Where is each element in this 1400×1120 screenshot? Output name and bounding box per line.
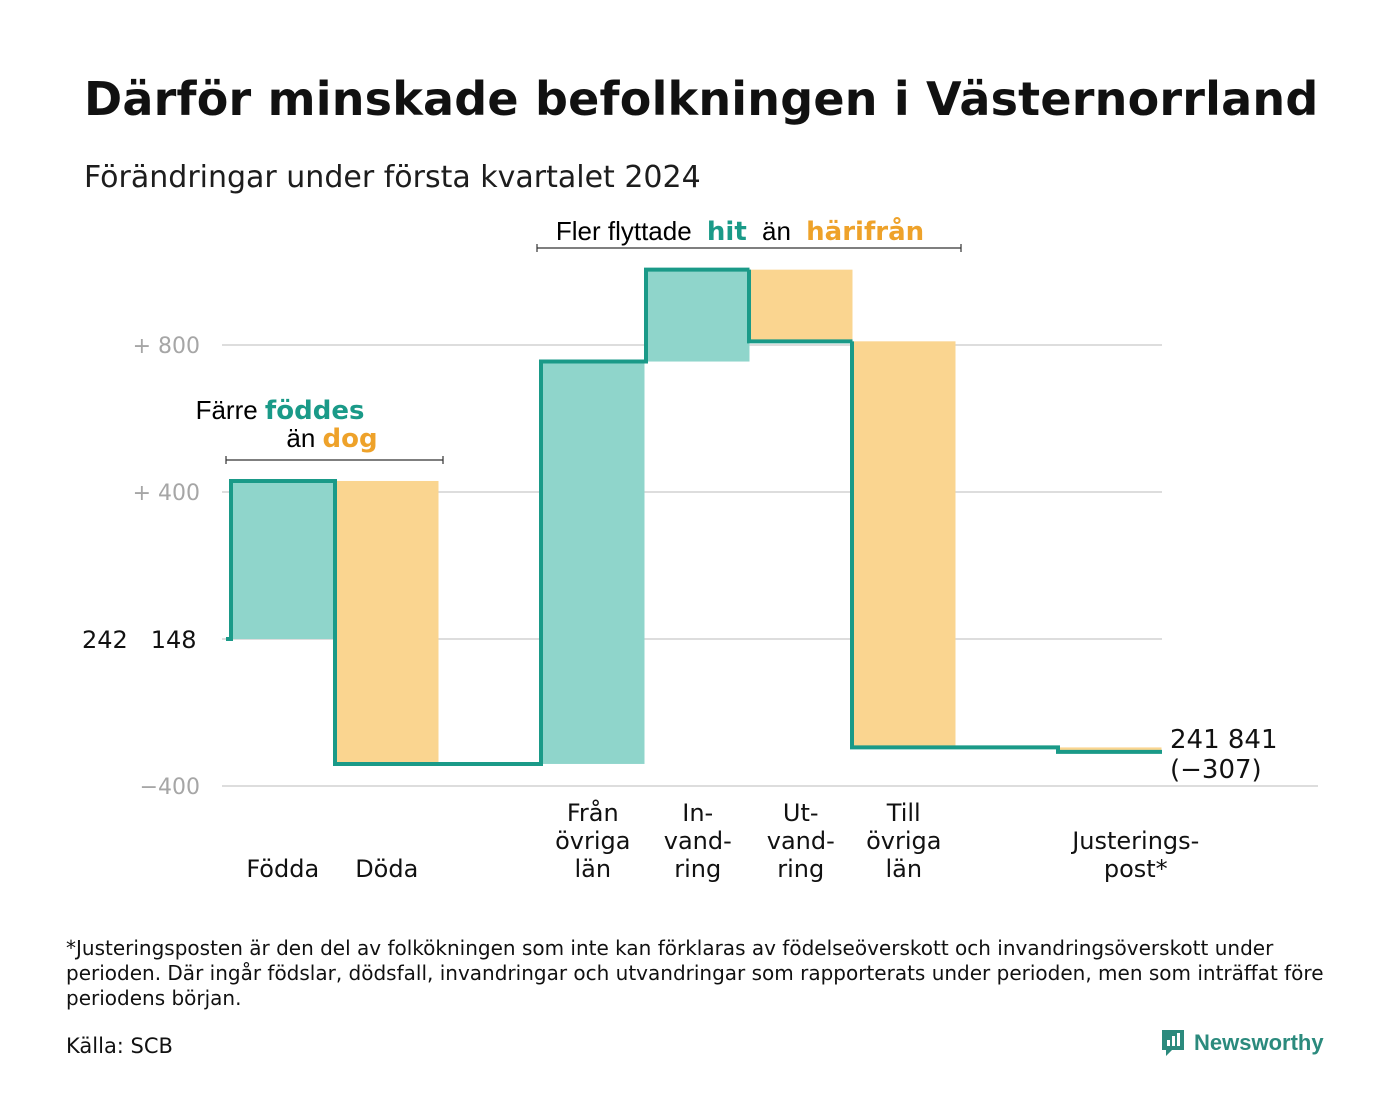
annotation-middle: än bbox=[286, 423, 315, 453]
category-label: Döda bbox=[355, 855, 418, 883]
chart-subtitle: Förändringar under första kvartalet 2024 bbox=[84, 160, 701, 195]
annotation-prefix: Fler flyttade bbox=[556, 216, 692, 246]
bar-4 bbox=[646, 269, 750, 362]
migration-annotation: Fler flyttade hit än härifrån bbox=[536, 215, 962, 252]
bars bbox=[231, 269, 1162, 764]
category-label: Ut-vand-ring bbox=[767, 799, 835, 883]
y-axis-ticks: + 800 + 400 −400 bbox=[133, 334, 200, 800]
category-label: Födda bbox=[246, 855, 319, 883]
annotation-orange-word: dog bbox=[323, 424, 378, 454]
svg-text:Fler flyttade hit: Fler flyttade hit än härifrån bbox=[556, 215, 924, 247]
cumulative-line bbox=[226, 267, 1162, 766]
category-label: Från övriga län bbox=[555, 798, 630, 883]
y-tick-label: + 400 bbox=[133, 481, 200, 506]
bar-chart-speech-icon bbox=[1162, 1030, 1184, 1056]
svg-text:än dog: än dog bbox=[286, 423, 377, 454]
category-labels: Födda Döda Från övriga län In-vand-ring Ut-van… bbox=[246, 798, 1199, 883]
y-tick-label: −400 bbox=[140, 775, 200, 800]
annotation-teal-word: hit bbox=[707, 217, 747, 247]
cumulative-line-path bbox=[226, 267, 1162, 766]
y-tick-label: + 800 bbox=[133, 334, 200, 359]
category-label: Justerings-post* bbox=[1070, 827, 1199, 883]
end-value-label: 241 841 bbox=[1170, 725, 1278, 755]
brand-logo: Newsworthy bbox=[1160, 1028, 1324, 1058]
annotation-teal-word: föddes bbox=[265, 396, 365, 426]
end-change-label: (−307) bbox=[1170, 755, 1262, 785]
source-label: Källa: SCB bbox=[66, 1034, 173, 1058]
annotation-middle: än bbox=[762, 216, 791, 246]
annotation-prefix: Färre bbox=[196, 395, 258, 425]
brand-name: Newsworthy bbox=[1194, 1030, 1324, 1055]
bar-6 bbox=[852, 341, 956, 748]
category-label: Till övriga län bbox=[866, 799, 941, 883]
category-label: In-vand-ring bbox=[664, 799, 732, 883]
annotation-orange-word: härifrån bbox=[806, 215, 924, 247]
svg-text:Färre föddes: Färre föddes bbox=[196, 395, 365, 426]
footnote: *Justeringsposten är den del av folkökni… bbox=[66, 936, 1324, 1010]
bar-7 bbox=[1058, 747, 1162, 752]
births-deaths-annotation: Färre föddes än dog bbox=[196, 395, 444, 464]
bar-5 bbox=[749, 269, 853, 342]
start-value-label: 242 148 bbox=[82, 626, 197, 654]
bar-2 bbox=[335, 480, 439, 764]
bar-1 bbox=[231, 480, 335, 639]
waterfall-chart: + 800 + 400 −400 Födda Döda Från övriga län In-… bbox=[82, 215, 1318, 883]
bar-3 bbox=[541, 361, 645, 764]
chart-title: Därför minskade befolkningen i Västernor… bbox=[84, 72, 1319, 126]
